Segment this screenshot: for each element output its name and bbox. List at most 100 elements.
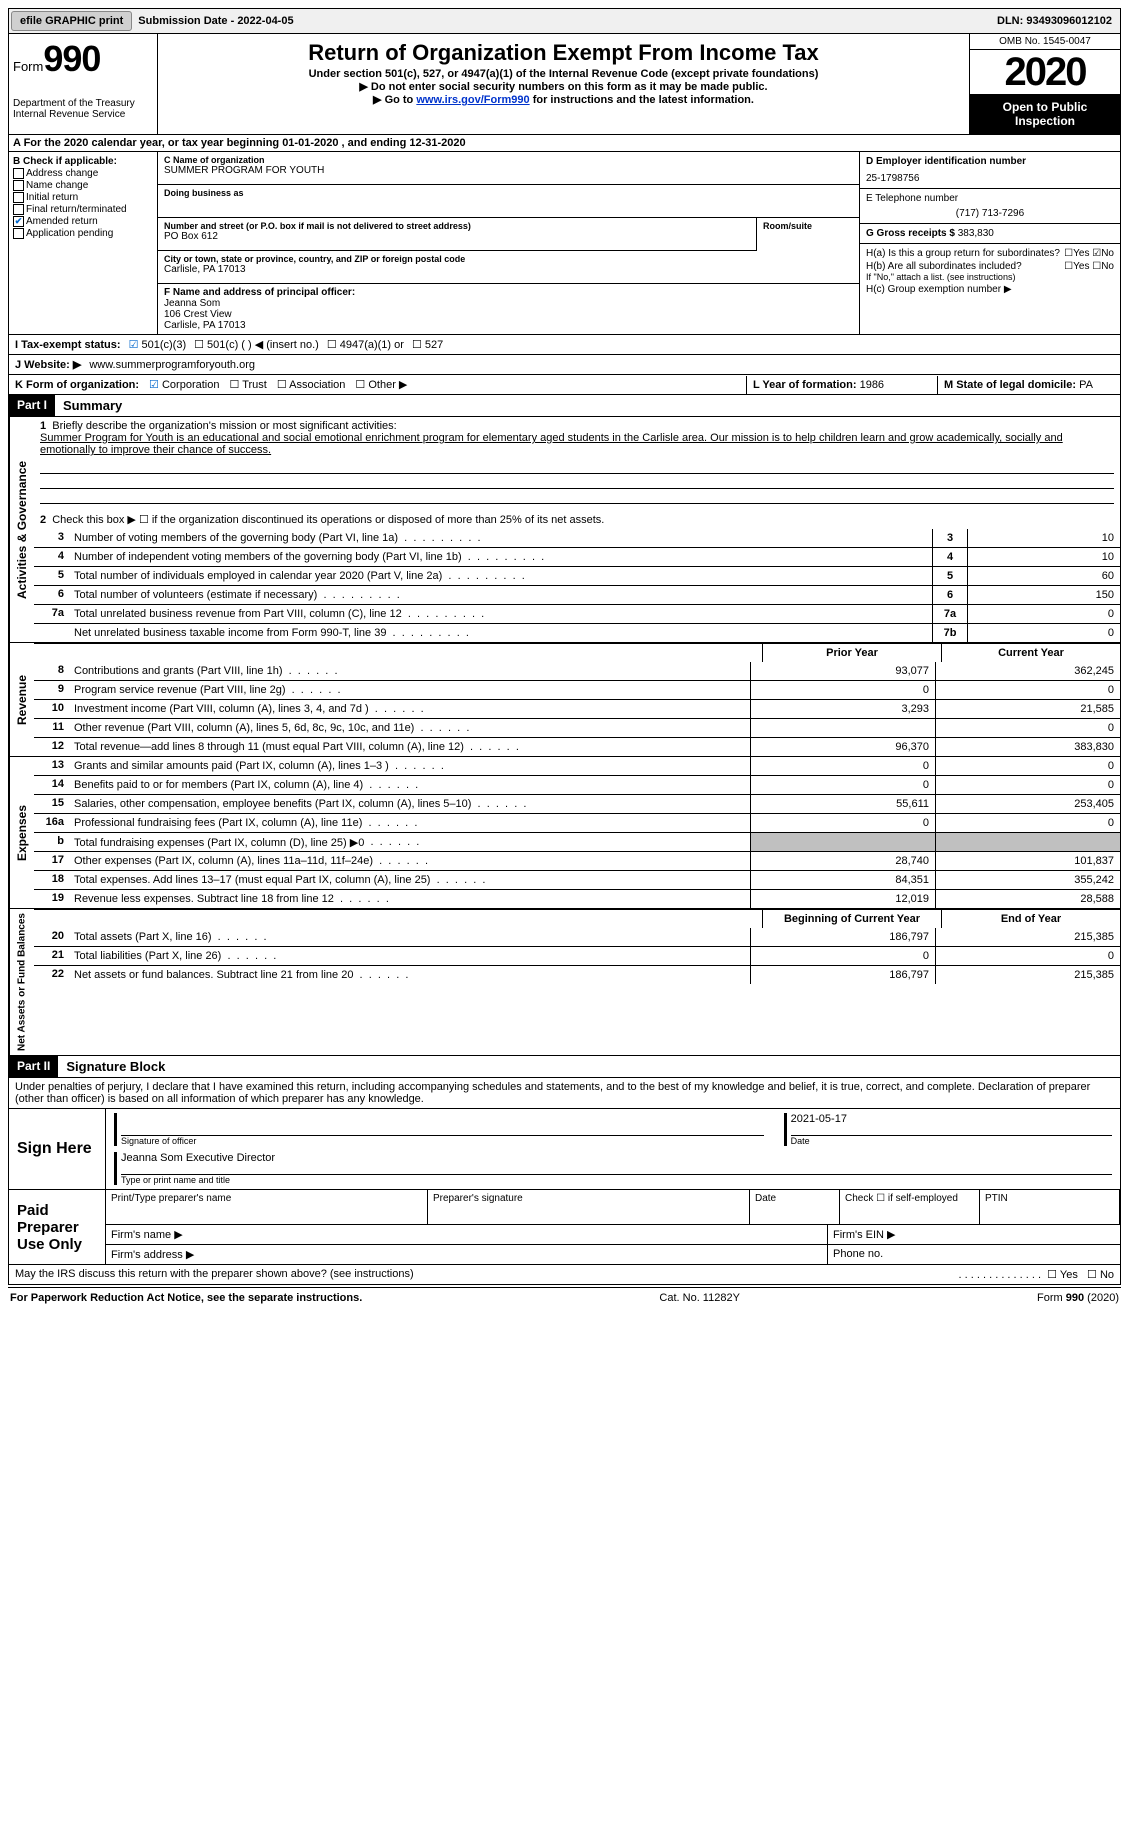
form-title: Return of Organization Exempt From Incom…: [166, 40, 961, 66]
street-label: Number and street (or P.O. box if mail i…: [164, 221, 750, 231]
opt-4947: 4947(a)(1) or: [340, 339, 404, 351]
phone-label: E Telephone number: [866, 193, 1114, 204]
summary-line: 13Grants and similar amounts paid (Part …: [34, 757, 1120, 775]
summary-line: 14Benefits paid to or for members (Part …: [34, 775, 1120, 794]
prep-ptin-label: PTIN: [980, 1190, 1120, 1225]
tax-year: 2020: [970, 50, 1120, 94]
name-title-label: Type or print name and title: [121, 1175, 1112, 1185]
summary-line: 12Total revenue—add lines 8 through 11 (…: [34, 737, 1120, 756]
year-formation-label: L Year of formation:: [753, 379, 857, 391]
revenue-block: Revenue Prior Year Current Year 8Contrib…: [8, 643, 1121, 757]
summary-line: 15Salaries, other compensation, employee…: [34, 794, 1120, 813]
org-form-row: K Form of organization: ☑ Corporation ☐ …: [8, 375, 1121, 395]
blank-line-3: [40, 489, 1114, 504]
opt-501c3: 501(c)(3): [142, 339, 187, 351]
check-amended-return[interactable]: [13, 216, 24, 227]
org-name: SUMMER PROGRAM FOR YOUTH: [164, 165, 853, 176]
summary-line: 22Net assets or fund balances. Subtract …: [34, 965, 1120, 984]
officer-label: F Name and address of principal officer:: [164, 287, 853, 298]
street-value: PO Box 612: [164, 231, 750, 242]
sign-here-label: Sign Here: [9, 1109, 106, 1189]
summary-line: 17Other expenses (Part IX, column (A), l…: [34, 851, 1120, 870]
hb-label: H(b) Are all subordinates included?: [866, 261, 1064, 272]
submission-date-label: Submission Date - 2022-04-05: [138, 15, 293, 27]
year-formation-value: 1986: [860, 379, 884, 391]
city-value: Carlisle, PA 17013: [164, 264, 853, 275]
discuss-yesno: . . . . . . . . . . . . . . ☐ Yes ☐ No: [959, 1268, 1114, 1281]
hc-label: H(c) Group exemption number ▶: [866, 284, 1114, 295]
blank-line-1: [40, 459, 1114, 474]
open-inspection-label: Open to Public Inspection: [970, 94, 1120, 134]
sig-date-value: 2021-05-17: [791, 1113, 1112, 1136]
ha-label: H(a) Is this a group return for subordin…: [866, 248, 1064, 259]
summary-line: 7aTotal unrelated business revenue from …: [34, 604, 1120, 623]
tax-exempt-row: I Tax-exempt status: ☑ 501(c)(3) ☐ 501(c…: [8, 335, 1121, 355]
part2-label: Part II: [9, 1056, 58, 1077]
city-label: City or town, state or province, country…: [164, 254, 853, 264]
summary-line: 8Contributions and grants (Part VIII, li…: [34, 662, 1120, 680]
label-address-change: Address change: [26, 168, 98, 179]
note2-pre: ▶ Go to: [373, 94, 416, 106]
officer-addr1: 106 Crest View: [164, 309, 853, 320]
check-application-pending[interactable]: [13, 228, 24, 239]
hb-note: If "No," attach a list. (see instruction…: [866, 272, 1114, 282]
summary-line: 10Investment income (Part VIII, column (…: [34, 699, 1120, 718]
form-label: Form: [13, 59, 43, 74]
omb-number: OMB No. 1545-0047: [970, 34, 1120, 50]
dept-label: Department of the Treasury: [13, 98, 153, 109]
summary-line: Net unrelated business taxable income fr…: [34, 623, 1120, 642]
expenses-block: Expenses 13Grants and similar amounts pa…: [8, 757, 1121, 909]
mission-text: Summer Program for Youth is an education…: [40, 432, 1063, 456]
prep-check-label: Check ☐ if self-employed: [840, 1190, 980, 1225]
summary-line: 9Program service revenue (Part VIII, lin…: [34, 680, 1120, 699]
officer-signature-line[interactable]: [121, 1113, 764, 1136]
gross-label: G Gross receipts $: [866, 228, 955, 239]
ha-no: No: [1101, 248, 1114, 259]
summary-line: 11Other revenue (Part VIII, column (A), …: [34, 718, 1120, 737]
col-b-title: B Check if applicable:: [13, 156, 153, 167]
netassets-block: Net Assets or Fund Balances Beginning of…: [8, 909, 1121, 1056]
firm-phone-label: Phone no.: [827, 1245, 1120, 1264]
ein-value: 25-1798756: [866, 173, 1114, 184]
form-header: Form990 Department of the Treasury Inter…: [8, 34, 1121, 135]
label-name-change: Name change: [26, 180, 88, 191]
part2-title: Signature Block: [58, 1056, 173, 1077]
summary-line: 21Total liabilities (Part X, line 26) . …: [34, 946, 1120, 965]
hb-yes: Yes: [1073, 261, 1089, 272]
summary-line: 5Total number of individuals employed in…: [34, 566, 1120, 585]
org-info-grid: B Check if applicable: Address change Na…: [8, 152, 1121, 335]
check-final-return[interactable]: [13, 204, 24, 215]
footer-right: Form 990 (2020): [1037, 1292, 1119, 1304]
preparer-grid-header: Print/Type preparer's name Preparer's si…: [106, 1190, 1120, 1225]
website-row: J Website: ▶ www.summerprogramforyouth.o…: [8, 355, 1121, 375]
opt-assoc: Association: [289, 379, 345, 391]
form-note-1: ▶ Do not enter social security numbers o…: [166, 80, 961, 93]
efile-print-button[interactable]: efile GRAPHIC print: [11, 11, 132, 31]
part1-label: Part I: [9, 395, 55, 416]
mission-label: Briefly describe the organization's miss…: [52, 420, 396, 432]
ein-label: D Employer identification number: [866, 156, 1114, 167]
phone-value: (717) 713-7296: [866, 208, 1114, 219]
footer-mid: Cat. No. 11282Y: [659, 1292, 740, 1304]
form-subtitle: Under section 501(c), 527, or 4947(a)(1)…: [166, 68, 961, 80]
declaration-text: Under penalties of perjury, I declare th…: [9, 1078, 1120, 1108]
prep-date-label: Date: [750, 1190, 840, 1225]
opt-527: 527: [425, 339, 443, 351]
checkbox-column-b: B Check if applicable: Address change Na…: [9, 152, 158, 334]
summary-line: 18Total expenses. Add lines 13–17 (must …: [34, 870, 1120, 889]
check-address-change[interactable]: [13, 168, 24, 179]
paid-preparer-label: Paid Preparer Use Only: [9, 1190, 106, 1264]
check-name-change[interactable]: [13, 180, 24, 191]
row-i-label: I Tax-exempt status:: [15, 339, 121, 351]
check-initial-return[interactable]: [13, 192, 24, 203]
dln-label: DLN: 93493096012102: [997, 15, 1118, 27]
firm-addr-label: Firm's address ▶: [106, 1245, 827, 1264]
opt-corp: Corporation: [162, 379, 219, 391]
irs-form-link[interactable]: www.irs.gov/Form990: [416, 94, 529, 106]
vert-netassets: Net Assets or Fund Balances: [9, 909, 34, 1055]
prep-name-label: Print/Type preparer's name: [106, 1190, 428, 1225]
signature-block: Under penalties of perjury, I declare th…: [8, 1078, 1121, 1285]
prep-sig-label: Preparer's signature: [428, 1190, 750, 1225]
dba-label: Doing business as: [164, 188, 853, 198]
blank-line-2: [40, 474, 1114, 489]
